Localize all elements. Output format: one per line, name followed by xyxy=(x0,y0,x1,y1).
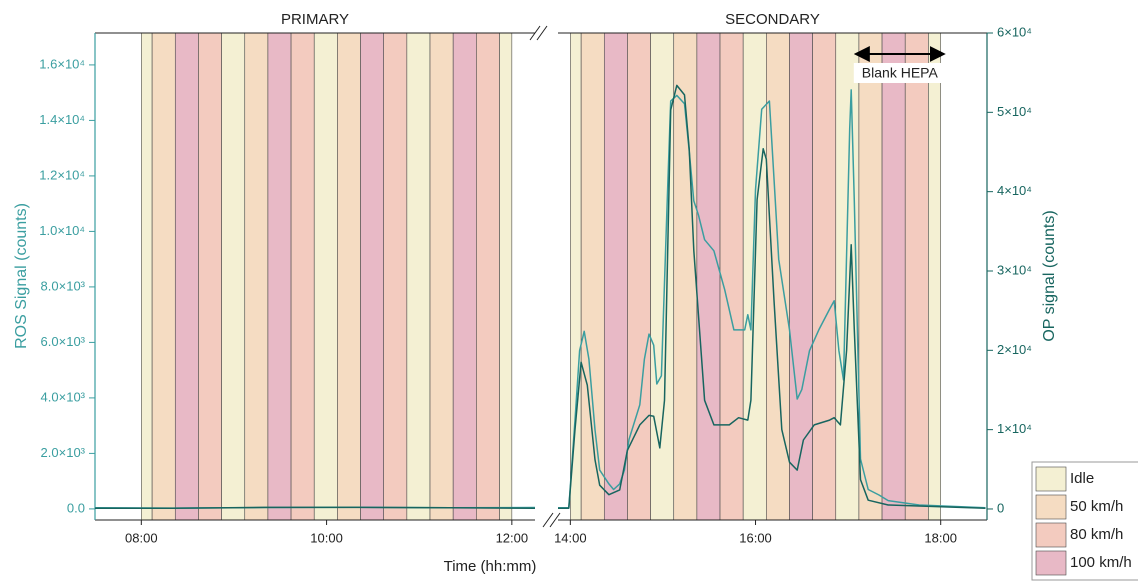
phase-band xyxy=(151,32,176,521)
legend-swatch xyxy=(1035,522,1067,548)
phase-band xyxy=(499,32,513,521)
phase-band xyxy=(928,32,942,521)
phase-band xyxy=(141,32,153,521)
phase-band xyxy=(290,32,315,521)
y2-tick-label: 4×10⁴ xyxy=(997,183,1032,198)
phase-band xyxy=(580,32,605,521)
legend-swatch xyxy=(1035,466,1067,492)
legend-swatch xyxy=(1035,494,1067,520)
axis-breaks xyxy=(529,25,561,528)
phase-band xyxy=(267,32,292,521)
phase-band xyxy=(812,32,837,521)
x-tick-label: 18:00 xyxy=(924,530,957,545)
y-tick-label: 1.2×10⁴ xyxy=(39,167,85,182)
x-tick-label: 10:00 xyxy=(310,530,343,545)
legend-label: Idle xyxy=(1070,470,1094,487)
phase-band xyxy=(719,32,744,521)
x-axis-title: Time (hh:mm) xyxy=(444,558,537,575)
phase-band xyxy=(603,32,628,521)
y-tick-label: 0.0 xyxy=(67,500,85,515)
y-tick-label: 2.0×10³ xyxy=(41,445,86,460)
legend-swatch xyxy=(1035,550,1067,576)
phase-band xyxy=(881,32,906,521)
x-tick-label: 16:00 xyxy=(739,530,772,545)
legend-label: 80 km/h xyxy=(1070,526,1123,543)
phase-band xyxy=(221,32,246,521)
y2-axis-title: OP signal (counts) xyxy=(1041,210,1058,341)
legend: Idle 50 km/h 80 km/h 100 km/h xyxy=(1031,461,1138,581)
legend-label: 50 km/h xyxy=(1070,498,1123,515)
phase-band xyxy=(313,32,338,521)
phase-band xyxy=(337,32,361,521)
phase-band xyxy=(429,32,454,521)
phase-band xyxy=(360,32,385,521)
phase-band xyxy=(406,32,431,521)
phase-band xyxy=(198,32,222,521)
y-tick-label: 1.4×10⁴ xyxy=(39,112,85,127)
y2-tick-label: 6×10⁴ xyxy=(997,24,1032,39)
y2-tick-label: 0 xyxy=(997,500,1004,515)
y-tick-label: 4.0×10³ xyxy=(41,389,86,404)
phase-band xyxy=(244,32,269,521)
phase-band xyxy=(858,32,883,521)
y2-tick-label: 3×10⁴ xyxy=(997,262,1032,277)
phase-band xyxy=(476,32,500,521)
legend-label: 100 km/h xyxy=(1070,554,1132,571)
y-tick-label: 1.6×10⁴ xyxy=(39,56,85,71)
y-tick-label: 8.0×10³ xyxy=(41,278,86,293)
panel-title: PRIMARY xyxy=(281,11,349,28)
annotation-text: Blank HEPA xyxy=(862,65,939,81)
phase-band xyxy=(383,32,408,521)
x-tick-label: 12:00 xyxy=(496,530,529,545)
phase-band xyxy=(452,32,477,521)
series-line xyxy=(558,84,986,509)
y-tick-label: 6.0×10³ xyxy=(41,334,86,349)
phase-band xyxy=(696,32,721,521)
panel-title: SECONDARY xyxy=(725,11,820,28)
x-tick-label: 08:00 xyxy=(125,530,158,545)
y2-tick-label: 1×10⁴ xyxy=(997,421,1032,436)
phase-band xyxy=(789,32,813,521)
phase-band xyxy=(627,32,651,521)
y-tick-label: 1.0×10⁴ xyxy=(39,223,85,238)
y2-tick-label: 2×10⁴ xyxy=(997,342,1032,357)
series-line xyxy=(558,89,986,509)
phase-band xyxy=(174,32,199,521)
x-tick-label: 14:00 xyxy=(554,530,587,545)
y2-tick-label: 5×10⁴ xyxy=(997,104,1032,119)
phase-band xyxy=(904,32,929,521)
annotation-box xyxy=(853,63,946,83)
series-line xyxy=(95,506,536,509)
phase-band xyxy=(570,32,582,521)
y-axis-title: ROS Signal (counts) xyxy=(13,203,30,349)
